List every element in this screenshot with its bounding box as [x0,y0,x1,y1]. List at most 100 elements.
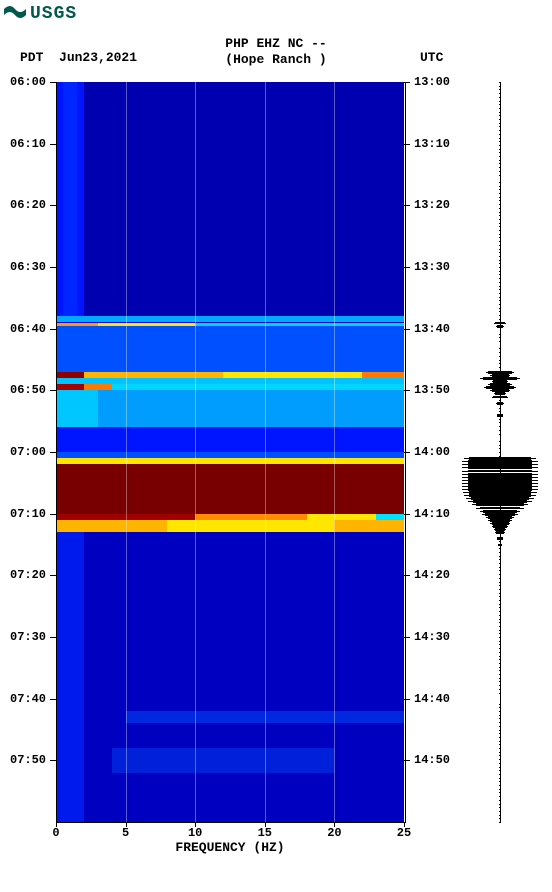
y-tick-left: 06:40 [10,322,46,336]
seismogram-trace [499,611,500,612]
seismogram-trace [499,607,500,608]
seismogram-trace [499,212,500,213]
seismogram-trace [499,585,500,586]
spectrogram-band [56,390,98,427]
seismogram-trace [499,93,501,94]
spectrogram-band [56,464,404,513]
left-tz-block: PDT Jun23,2021 [20,50,137,65]
x-tick-mark [126,822,127,827]
seismogram-trace [499,308,501,309]
seismogram-trace [499,430,500,431]
seismogram-trace [499,674,500,675]
seismogram-trace [499,792,500,793]
x-tick-mark [195,822,196,827]
seismogram-trace [499,319,500,320]
seismogram-trace [499,811,500,812]
spectrogram-band [334,520,404,532]
grid-line [334,82,335,822]
seismogram-trace [499,278,500,279]
seismogram-trace [499,619,500,620]
seismogram-trace [499,86,500,87]
tick-mark [50,760,56,761]
x-tick-label: 5 [122,826,129,840]
seismogram-trace [499,104,500,105]
seismogram-trace [499,311,500,312]
seismogram-panel [460,82,540,822]
seismogram-trace [499,123,500,124]
seismogram-trace [499,156,500,157]
seismogram-trace [499,637,500,638]
seismogram-trace [499,219,500,220]
seismogram-trace [499,119,500,120]
y-tick-right: 13:10 [414,137,450,151]
seismogram-trace [499,630,500,631]
seismogram-trace [499,289,500,290]
tick-mark [404,144,410,145]
seismogram-trace [497,539,502,540]
y-tick-right: 14:30 [414,630,450,644]
seismogram-trace [499,659,500,660]
y-tick-right: 14:40 [414,692,450,706]
seismogram-trace [499,670,500,671]
right-tz: UTC [420,50,443,65]
seismogram-trace [499,271,501,272]
x-tick-label: 25 [397,826,411,840]
tick-mark [50,267,56,268]
seismogram-trace [499,763,500,764]
seismogram-trace [499,293,500,294]
seismogram-trace [499,563,500,564]
seismogram-trace [499,260,500,261]
seismogram-trace [499,267,500,268]
spectrogram-band [84,82,404,316]
seismogram-trace [499,348,500,349]
y-tick-left: 07:30 [10,630,46,644]
tick-mark [50,329,56,330]
seismogram-trace [499,604,500,605]
seismogram-trace [499,656,500,657]
seismogram-trace [499,200,501,201]
tick-mark [50,452,56,453]
seismogram-trace [499,785,500,786]
seismogram-trace [493,397,507,398]
seismogram-trace [499,548,500,549]
seismogram-trace [499,718,500,719]
seismogram-trace [499,274,500,275]
seismogram-trace [499,748,500,749]
seismogram-trace [499,807,500,808]
seismogram-trace [499,452,501,453]
seismogram-trace [499,101,500,102]
seismogram-trace [499,108,501,109]
seismogram-trace [499,685,501,686]
seismogram-trace [499,182,500,183]
x-tick-mark [265,822,266,827]
seismogram-trace [499,663,501,664]
seismogram-trace [499,193,500,194]
y-tick-right: 13:20 [414,198,450,212]
seismogram-trace [500,330,501,331]
seismogram-trace [499,419,500,420]
seismogram-trace [499,707,500,708]
seismogram-trace [499,356,500,357]
tick-mark [404,205,410,206]
seismogram-trace [499,286,500,287]
seismogram-trace [499,755,501,756]
seismogram-trace [499,622,501,623]
date-label: Jun23,2021 [59,50,137,65]
seismogram-trace [499,559,500,560]
seismogram-trace [499,204,500,205]
seismogram-trace [499,681,500,682]
spectrogram-band [56,532,84,822]
seismogram-trace [499,648,500,649]
seismogram-trace [499,633,500,634]
seismogram-trace [499,426,500,427]
seismogram-trace [499,818,500,819]
y-tick-left: 06:00 [10,75,46,89]
seismogram-trace [499,448,501,449]
seismogram-trace [499,667,500,668]
spectrogram-band [56,532,404,822]
seismogram-trace [500,700,501,701]
logo-text: USGS [30,4,77,24]
seismogram-trace [499,644,500,645]
x-tick-label: 0 [52,826,59,840]
seismogram-trace [499,160,500,161]
